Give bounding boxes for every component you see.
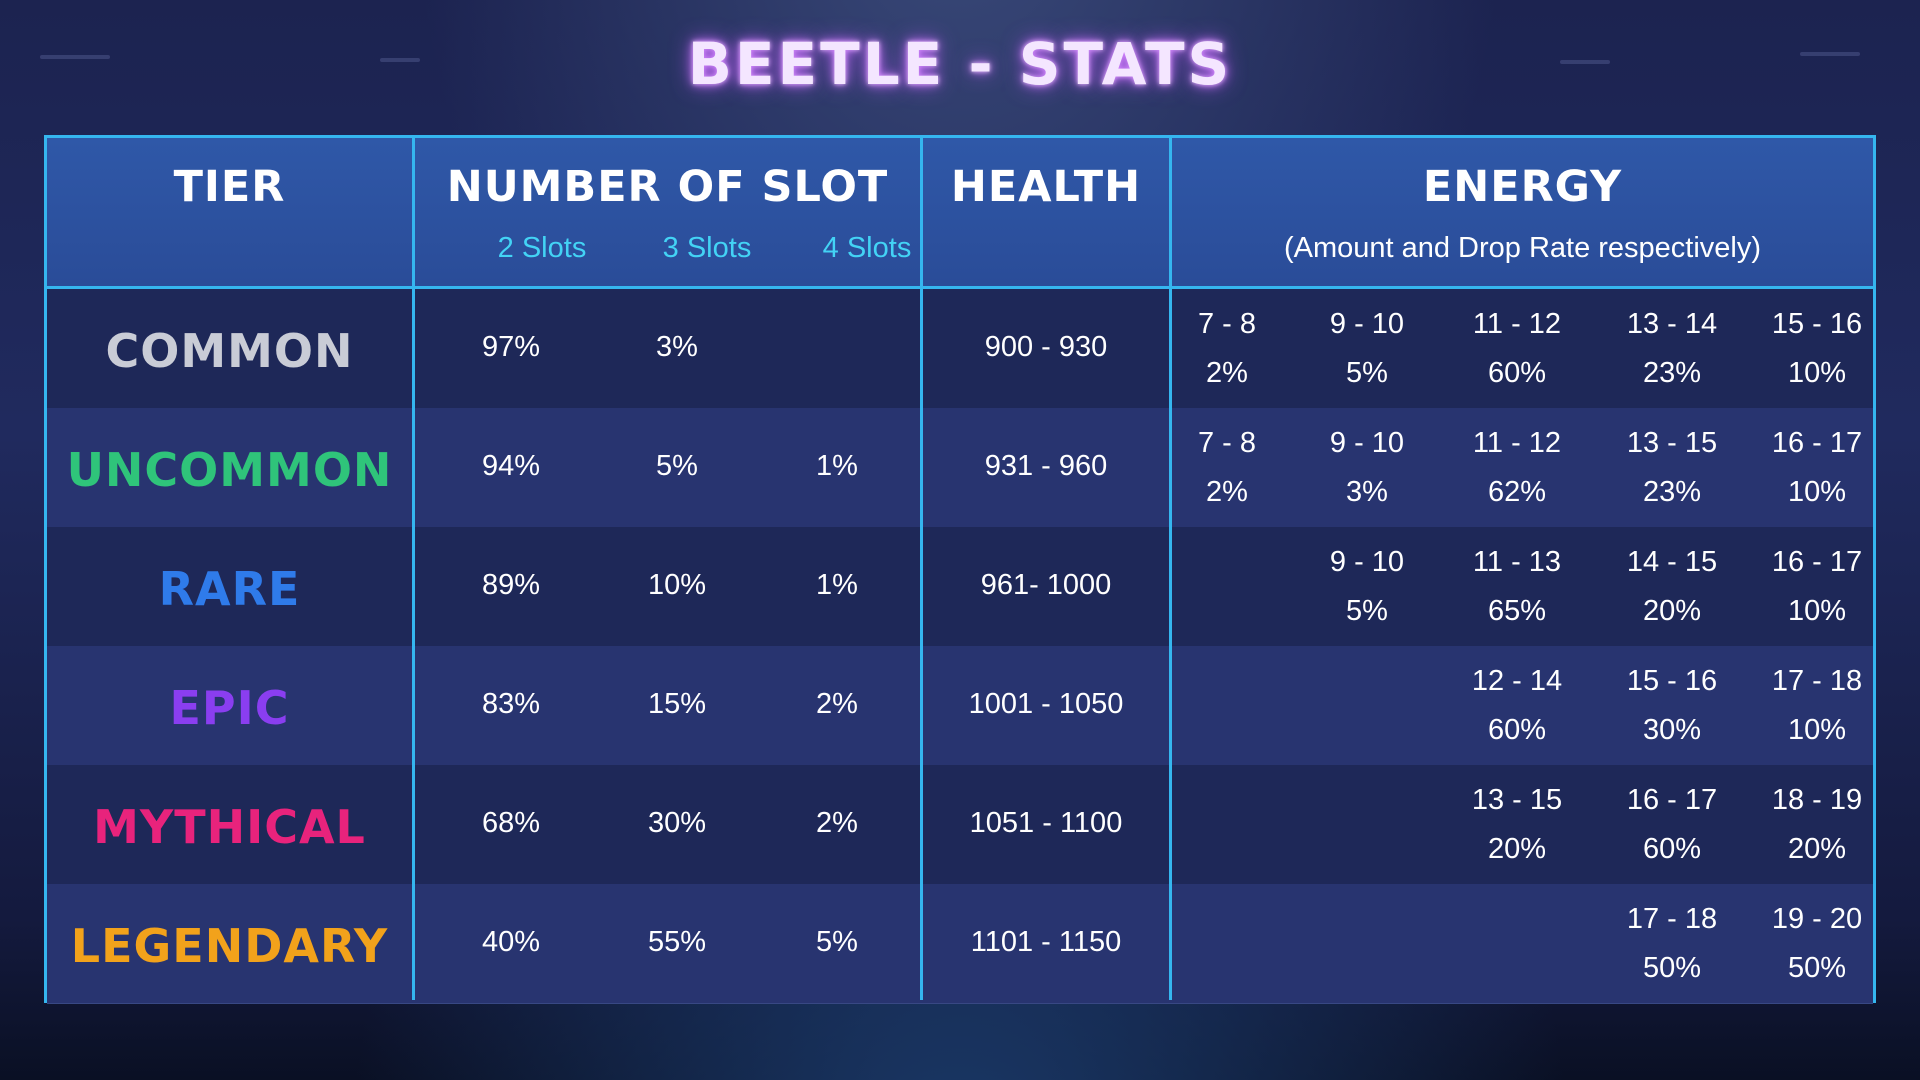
energy-range: 11 - 12	[1472, 427, 1562, 459]
slot-chance: 10%	[647, 569, 707, 601]
table-row: LEGENDARY 40% 55% 5% 1101 - 1150 17 - 18 50% 19…	[47, 884, 1873, 1004]
slot-chance: 2%	[816, 807, 858, 839]
energy-drop-rate: 10%	[1787, 357, 1847, 389]
column-divider	[1169, 138, 1172, 1000]
energy-drop-rate: 30%	[1642, 714, 1702, 746]
tier-label: EPIC	[169, 681, 290, 735]
slot-chance: 94%	[481, 450, 541, 482]
slot-chance: 89%	[481, 569, 541, 601]
slot-chance: 83%	[481, 688, 541, 720]
background-streak	[1560, 60, 1610, 64]
energy-range: 9 - 10	[1329, 546, 1405, 578]
tier-label: UNCOMMON	[66, 443, 393, 497]
health-range: 1101 - 1150	[970, 926, 1122, 958]
energy-drop-rate: 20%	[1787, 833, 1847, 865]
header-2-slots: 2 Slots	[497, 232, 587, 264]
health-range: 900 - 930	[984, 331, 1108, 363]
energy-drop-rate: 3%	[1346, 476, 1388, 508]
energy-drop-rate: 65%	[1487, 595, 1547, 627]
energy-range: 15 - 16	[1626, 665, 1718, 697]
background-streak	[380, 58, 420, 62]
energy-range: 11 - 12	[1472, 308, 1562, 340]
energy-range: 18 - 19	[1771, 784, 1863, 816]
energy-range: 16 - 17	[1771, 427, 1863, 459]
table-header: TIER NUMBER OF SLOT 2 Slots 3 Slots 4 Sl…	[47, 138, 1873, 289]
health-range: 1051 - 1100	[969, 807, 1123, 839]
slot-chance: 97%	[481, 331, 541, 363]
table-row: EPIC 83% 15% 2% 1001 - 1050 12 - 14 60% 15 - 16…	[47, 646, 1873, 766]
energy-range: 13 - 14	[1626, 308, 1718, 340]
table-row: MYTHICAL 68% 30% 2% 1051 - 1100 13 - 15 20% 16 …	[47, 765, 1873, 885]
table-row: RARE 89% 10% 1% 961- 1000 9 - 10 5% 11 - 13 65% 1…	[47, 527, 1873, 647]
table-row: COMMON 97% 3% 900 - 930 7 - 8 2% 9 - 10 5% 11 - …	[47, 289, 1873, 409]
background-streak	[1800, 52, 1860, 56]
energy-range: 15 - 16	[1771, 308, 1863, 340]
tier-label: RARE	[158, 562, 301, 616]
column-divider	[920, 138, 923, 1000]
tier-label: LEGENDARY	[70, 919, 389, 973]
energy-range: 7 - 8	[1197, 427, 1257, 459]
stats-table: TIER NUMBER OF SLOT 2 Slots 3 Slots 4 Sl…	[44, 135, 1876, 1004]
energy-drop-rate: 20%	[1642, 595, 1702, 627]
slot-chance: 5%	[816, 926, 858, 958]
slot-chance: 68%	[481, 807, 541, 839]
health-range: 1001 - 1050	[968, 688, 1124, 720]
column-divider	[412, 138, 415, 1000]
page-title: BEETLE - STATS	[687, 30, 1233, 98]
energy-drop-rate: 50%	[1642, 952, 1702, 984]
energy-range: 16 - 17	[1771, 546, 1863, 578]
slot-chance: 40%	[481, 926, 541, 958]
health-range: 961- 1000	[980, 569, 1112, 601]
energy-drop-rate: 60%	[1642, 833, 1702, 865]
table-row: UNCOMMON 94% 5% 1% 931 - 960 7 - 8 2% 9 - 10 3% 1…	[47, 408, 1873, 528]
header-4-slots: 4 Slots	[822, 232, 912, 264]
energy-drop-rate: 60%	[1487, 357, 1547, 389]
energy-drop-rate: 5%	[1346, 595, 1388, 627]
energy-range: 13 - 15	[1626, 427, 1718, 459]
energy-drop-rate: 10%	[1787, 714, 1847, 746]
energy-range: 19 - 20	[1771, 903, 1863, 935]
health-range: 931 - 960	[984, 450, 1108, 482]
energy-range: 9 - 10	[1329, 427, 1405, 459]
energy-range: 12 - 14	[1471, 665, 1563, 697]
energy-drop-rate: 62%	[1487, 476, 1547, 508]
slot-chance: 1%	[816, 450, 858, 482]
slot-chance: 15%	[647, 688, 707, 720]
energy-range: 14 - 15	[1626, 546, 1718, 578]
energy-range: 11 - 13	[1472, 546, 1562, 578]
slot-chance: 1%	[816, 569, 858, 601]
slot-chance: 3%	[656, 331, 698, 363]
slot-chance: 2%	[816, 688, 858, 720]
energy-range: 9 - 10	[1329, 308, 1405, 340]
energy-drop-rate: 10%	[1787, 595, 1847, 627]
energy-range: 7 - 8	[1197, 308, 1257, 340]
energy-drop-rate: 2%	[1206, 357, 1248, 389]
energy-drop-rate: 23%	[1642, 357, 1702, 389]
tier-label: COMMON	[105, 324, 354, 378]
header-3-slots: 3 Slots	[662, 232, 752, 264]
energy-drop-rate: 20%	[1487, 833, 1547, 865]
slot-chance: 30%	[647, 807, 707, 839]
energy-range: 17 - 18	[1771, 665, 1863, 697]
energy-drop-rate: 5%	[1346, 357, 1388, 389]
energy-drop-rate: 23%	[1642, 476, 1702, 508]
tier-label: MYTHICAL	[93, 800, 366, 854]
header-energy: ENERGY	[1422, 162, 1623, 212]
energy-drop-rate: 60%	[1487, 714, 1547, 746]
header-health: HEALTH	[950, 162, 1142, 212]
energy-drop-rate: 10%	[1787, 476, 1847, 508]
slot-chance: 55%	[647, 926, 707, 958]
background-streak	[40, 55, 110, 59]
header-number-of-slot: NUMBER OF SLOT	[446, 162, 889, 212]
header-tier: TIER	[173, 162, 286, 212]
header-energy-note: (Amount and Drop Rate respectively)	[1283, 232, 1762, 264]
energy-drop-rate: 2%	[1206, 476, 1248, 508]
energy-range: 13 - 15	[1471, 784, 1563, 816]
slot-chance: 5%	[656, 450, 698, 482]
energy-range: 17 - 18	[1626, 903, 1718, 935]
energy-range: 16 - 17	[1626, 784, 1718, 816]
energy-drop-rate: 50%	[1787, 952, 1847, 984]
